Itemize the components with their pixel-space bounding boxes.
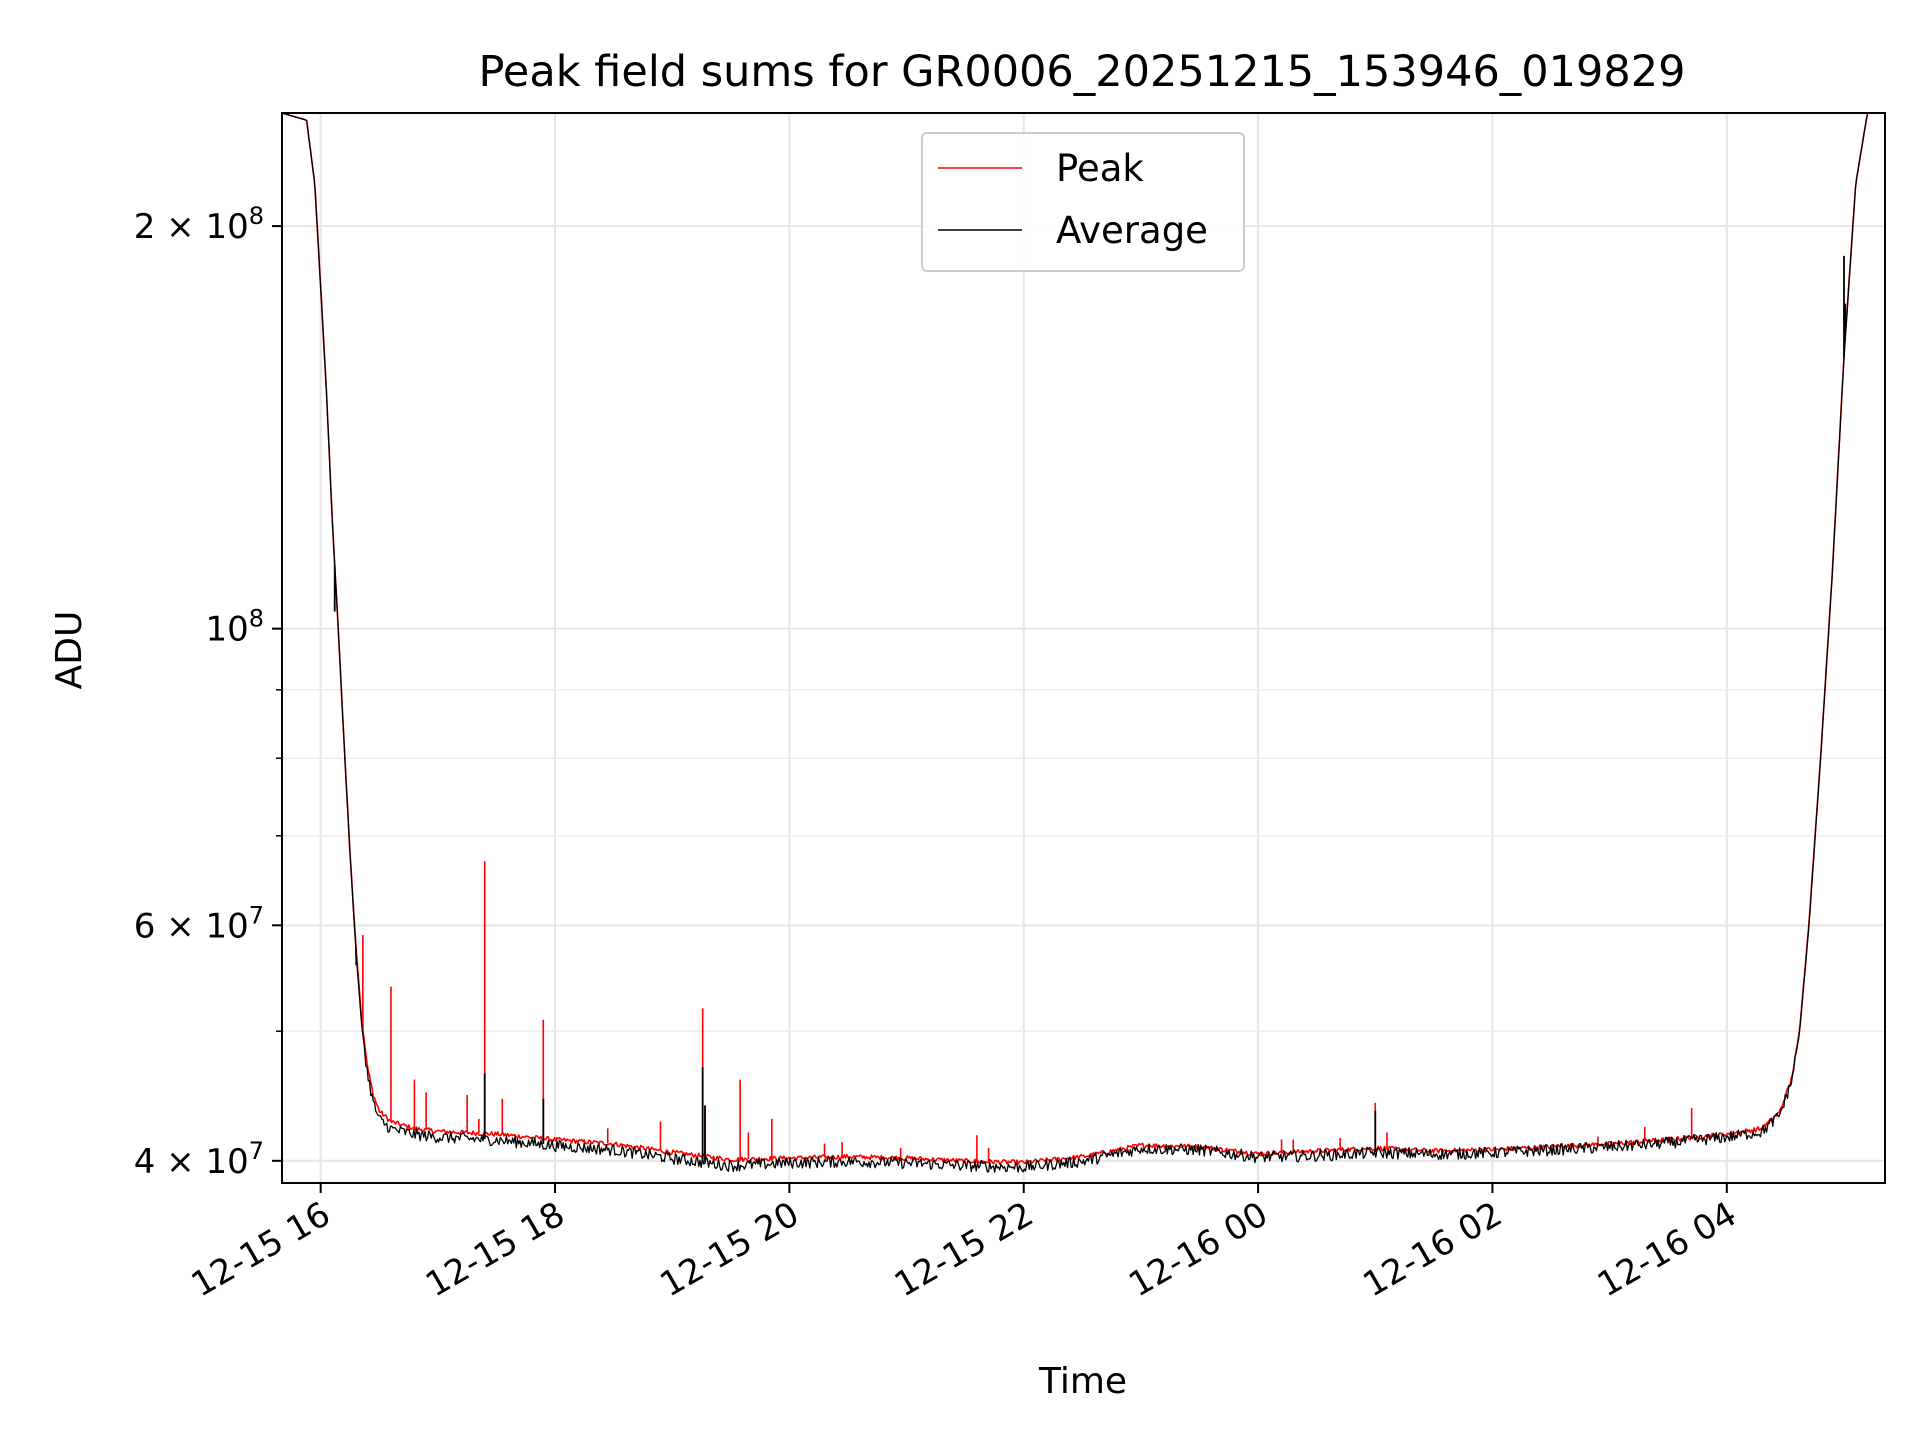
legend-label-peak: Peak bbox=[1056, 147, 1144, 190]
legend: Peak Average bbox=[921, 132, 1245, 272]
y-tick-label-1: 6 × 107 bbox=[134, 901, 264, 946]
y-tick-label-3: 2 × 108 bbox=[134, 202, 264, 247]
series-line-average bbox=[281, 112, 1885, 1173]
chart-title: Peak field sums for GR0006_20251215_1539… bbox=[479, 47, 1686, 97]
y-axis-label: ADU bbox=[49, 611, 90, 690]
plot-frame bbox=[281, 112, 1886, 1184]
y-tick-label-2: 108 bbox=[205, 605, 264, 650]
y-tick-label-0: 4 × 107 bbox=[134, 1137, 264, 1182]
y-axis-ticks: 4 × 107 6 × 107 108 2 × 108 bbox=[134, 202, 282, 1182]
x-axis-label: Time bbox=[1038, 1361, 1127, 1402]
legend-label-average: Average bbox=[1056, 209, 1208, 252]
series-lines bbox=[281, 112, 1885, 1173]
